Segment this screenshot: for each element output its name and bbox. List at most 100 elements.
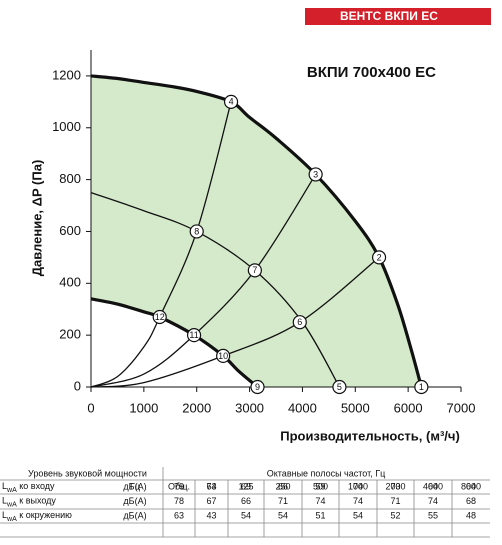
y-tick-label: 400 xyxy=(59,275,81,290)
cell-value: 78 xyxy=(174,496,184,506)
row-unit: дБ(А) xyxy=(123,510,146,520)
row-unit: дБ(А) xyxy=(123,481,146,491)
operating-area xyxy=(91,75,422,387)
brand: ВЕНТС ВКПИ ЕС xyxy=(340,9,438,23)
row-label: LwA ко входу xyxy=(2,481,55,493)
cell-value: 74 xyxy=(428,496,438,506)
curve xyxy=(90,74,423,388)
column-header: 125 xyxy=(238,481,253,491)
cell-value: 48 xyxy=(466,510,476,520)
plot: 0 1000 2000 3000 4000 5000 6000 7000 0 200 400 600 8… xyxy=(52,50,475,415)
operating-point xyxy=(216,348,231,363)
cell-value: 71 xyxy=(278,496,288,506)
row-symbol: L xyxy=(2,481,7,491)
operating-point xyxy=(292,315,307,330)
point-label: 8 xyxy=(194,226,199,236)
operating-point xyxy=(308,167,323,182)
point-label: 10 xyxy=(218,351,228,361)
cell-value: 74 xyxy=(206,481,216,491)
brand-box xyxy=(305,8,491,25)
cell-value: 64 xyxy=(428,481,438,491)
cell-value: 71 xyxy=(390,496,400,506)
operating-point xyxy=(189,224,204,239)
column-header: 500 xyxy=(313,481,328,491)
chart-title: ВКПИ 700x400 ЕС xyxy=(307,64,436,81)
row-unit: дБ(А) xyxy=(123,496,146,506)
x-tick-label: 5000 xyxy=(341,400,370,415)
operating-point xyxy=(223,94,239,109)
cell-value: 79 xyxy=(174,481,184,491)
y-tick-label: 1000 xyxy=(52,119,81,134)
row-label: LwA к окружению xyxy=(2,510,72,522)
row-text: к выходу xyxy=(17,496,57,506)
x-tick-label: 4000 xyxy=(288,400,317,415)
column-header: Общ. xyxy=(168,481,190,491)
x-tick-label: 6000 xyxy=(394,400,423,415)
cell-value: 52 xyxy=(390,510,400,520)
y-tick-label: 800 xyxy=(59,171,81,186)
point-label: 7 xyxy=(252,265,257,275)
cell-value: 74 xyxy=(353,481,363,491)
column-header: 8000 xyxy=(461,481,481,491)
cell-value: 64 xyxy=(466,481,476,491)
cell-value: 54 xyxy=(278,510,288,520)
x-tick-label: 3000 xyxy=(235,400,264,415)
row-label: LwA к выходу xyxy=(2,496,56,508)
point-label: 2 xyxy=(377,252,382,262)
cell-value: 66 xyxy=(241,496,251,506)
y-axis-label: Давление, ΔP (Па) xyxy=(29,160,44,277)
x-axis-label: Производительность, (м³/ч) xyxy=(280,428,460,443)
curve xyxy=(90,297,259,389)
cell-value: 66 xyxy=(278,481,288,491)
operating-point xyxy=(152,309,167,325)
point-label: 12 xyxy=(155,312,165,322)
cell-value: 59 xyxy=(315,481,325,491)
x-tick-label: 7000 xyxy=(447,400,476,415)
point-label: 4 xyxy=(229,97,234,107)
unit-header: Гц xyxy=(130,481,140,491)
cell-value: 69 xyxy=(241,481,251,491)
column-header: 4000 xyxy=(423,481,443,491)
x-tick-label: 0 xyxy=(87,400,94,415)
row-subscript: wA xyxy=(6,516,17,523)
operating-point xyxy=(414,379,429,395)
cell-value: 54 xyxy=(353,510,363,520)
cell-value: 73 xyxy=(390,481,400,491)
column-header: 1000 xyxy=(348,481,368,491)
point-label: 11 xyxy=(189,330,198,340)
cell-value: 63 xyxy=(174,510,184,520)
curve xyxy=(90,174,317,388)
column-header: 250 xyxy=(275,481,290,491)
y-tick-label: 600 xyxy=(59,223,81,238)
row-symbol: L xyxy=(2,496,7,506)
table-bands-title: Октавные полосы частот, Гц xyxy=(267,468,385,478)
operating-point xyxy=(250,379,265,395)
table-title: Уровень звуковой мощности xyxy=(28,468,147,478)
row-symbol: L xyxy=(2,510,7,520)
curve xyxy=(90,191,340,388)
point-label: 1 xyxy=(419,382,424,392)
cell-value: 51 xyxy=(315,510,325,520)
table: Уровень звуковой мощности Октавные полосы… xyxy=(0,467,490,538)
column-header: 63 xyxy=(206,481,216,491)
x-tick-label: 1000 xyxy=(129,400,158,415)
cell-value: 74 xyxy=(315,496,325,506)
column-header: 2000 xyxy=(385,481,405,491)
cell-value: 74 xyxy=(353,496,363,506)
y-tick-label: 200 xyxy=(59,327,81,342)
y-tick-label: 1200 xyxy=(52,67,81,82)
row-subscript: wA xyxy=(6,501,17,508)
point-label: 9 xyxy=(255,382,260,392)
row-text: ко входу xyxy=(17,481,55,491)
x-tick-label: 2000 xyxy=(182,400,211,415)
point-label: 3 xyxy=(313,169,318,179)
operating-point xyxy=(247,263,262,278)
operating-point xyxy=(332,379,347,395)
operating-point xyxy=(371,250,387,265)
point-label: 5 xyxy=(337,382,342,392)
cell-value: 54 xyxy=(241,510,251,520)
cell-value: 67 xyxy=(206,496,216,506)
cell-value: 68 xyxy=(466,496,476,506)
y-tick-label: 0 xyxy=(74,378,81,393)
